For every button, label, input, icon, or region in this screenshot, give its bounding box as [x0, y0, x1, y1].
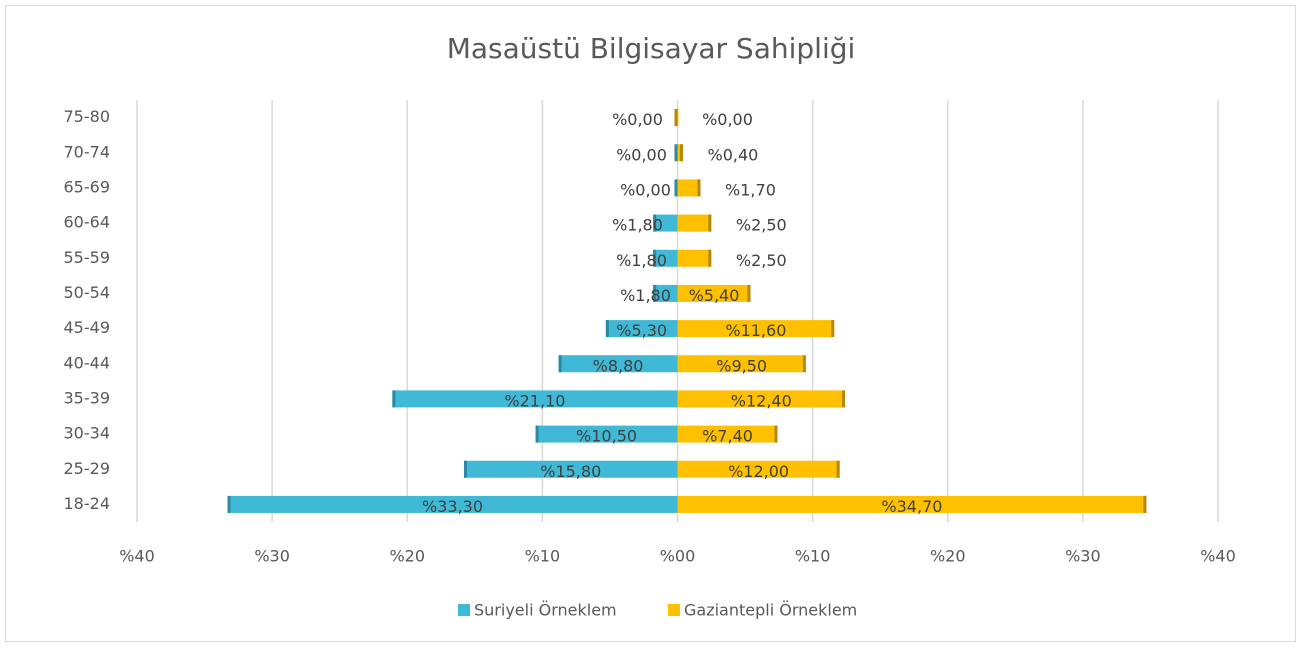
x-tick-label: %10 [795, 547, 831, 566]
data-label: %5,40 [689, 286, 740, 305]
x-tick-label: %30 [254, 547, 290, 566]
data-label: %11,60 [725, 321, 786, 340]
bar-edge [674, 144, 678, 162]
data-label: %1,80 [620, 286, 671, 305]
bar-edge [653, 214, 657, 232]
data-label: %1,80 [616, 251, 667, 270]
y-tick-label: 45-49 [64, 318, 111, 337]
bar-edge [842, 390, 846, 408]
bar-edge [747, 284, 751, 302]
bar [653, 284, 678, 302]
y-tick-label: 40-44 [64, 353, 111, 372]
data-label: %0,00 [616, 145, 667, 164]
data-label: %0,00 [620, 180, 671, 199]
bar-edge [774, 425, 778, 443]
data-label: %15,80 [540, 462, 601, 481]
data-label: %12,00 [728, 462, 789, 481]
bar [677, 249, 712, 267]
bar [677, 425, 778, 443]
y-tick-label: 35-39 [64, 388, 111, 407]
bar-edge [227, 495, 231, 513]
bar [677, 179, 701, 197]
data-label: %10,50 [576, 427, 637, 446]
bar-edge [653, 284, 657, 302]
bar [653, 249, 678, 267]
bar-edge [392, 390, 396, 408]
bar-edge [653, 249, 657, 267]
bar [677, 460, 840, 478]
bar-edge [679, 144, 683, 162]
bar [677, 390, 846, 408]
y-tick-label: 50-54 [64, 283, 111, 302]
y-tick-label: 65-69 [64, 177, 111, 196]
data-label: %12,40 [731, 391, 792, 410]
bar [535, 425, 678, 443]
data-label: %0,00 [612, 110, 663, 129]
data-label: %0,00 [702, 110, 753, 129]
x-tick-label: %30 [1065, 547, 1101, 566]
y-tick-label: 25-29 [64, 459, 111, 478]
bar-edge [605, 320, 609, 338]
bar [464, 460, 678, 478]
x-tick-label: %00 [660, 547, 696, 566]
x-tick-label: %40 [119, 547, 155, 566]
bar [677, 355, 806, 373]
data-label: %8,80 [593, 356, 644, 375]
y-tick-label: 55-59 [64, 248, 111, 267]
y-tick-label: 70-74 [64, 142, 111, 161]
data-label: %1,70 [725, 180, 776, 199]
bar [677, 495, 1147, 513]
y-tick-label: 18-24 [64, 494, 111, 513]
bar-edge [831, 320, 835, 338]
x-tick-label: %20 [389, 547, 425, 566]
bar-edge [1143, 495, 1147, 513]
data-label: %9,50 [716, 356, 767, 375]
bar [392, 390, 678, 408]
bar-edge [708, 249, 712, 267]
data-label: %33,30 [422, 497, 483, 516]
legend-label: Suriyeli Örneklem [474, 601, 617, 620]
y-tick-label: 30-34 [64, 424, 111, 443]
bar-edge [464, 460, 468, 478]
data-label: %21,10 [504, 391, 565, 410]
bar-edge [674, 179, 678, 197]
data-label: %2,50 [736, 216, 787, 235]
x-tick-label: %20 [930, 547, 966, 566]
data-label: %2,50 [736, 251, 787, 270]
bar [558, 355, 678, 373]
y-tick-label: 75-80 [64, 107, 111, 126]
legend-swatch [668, 604, 680, 616]
data-label: %5,30 [616, 321, 667, 340]
bar [605, 320, 678, 338]
bar-edge [674, 109, 678, 127]
data-label: %7,40 [702, 427, 753, 446]
bar [677, 320, 835, 338]
bar [653, 214, 678, 232]
x-tick-label: %10 [525, 547, 561, 566]
data-label: %0,40 [707, 145, 758, 164]
bar-edge [802, 355, 806, 373]
bar-edge [558, 355, 562, 373]
data-label: %1,80 [612, 216, 663, 235]
bar-edge [697, 179, 701, 197]
data-label: %34,70 [881, 497, 942, 516]
bar [677, 109, 679, 127]
y-tick-label: 60-64 [64, 213, 111, 232]
legend-swatch [458, 604, 470, 616]
bar-edge [708, 214, 712, 232]
bar [677, 214, 712, 232]
chart-title: Masaüstü Bilgisayar Sahipliği [447, 32, 856, 65]
bar [677, 284, 751, 302]
bar-edge [836, 460, 840, 478]
bar-edge [535, 425, 539, 443]
bar [227, 495, 678, 513]
legend-label: Gaziantepli Örneklem [684, 601, 857, 620]
x-tick-label: %40 [1200, 547, 1236, 566]
